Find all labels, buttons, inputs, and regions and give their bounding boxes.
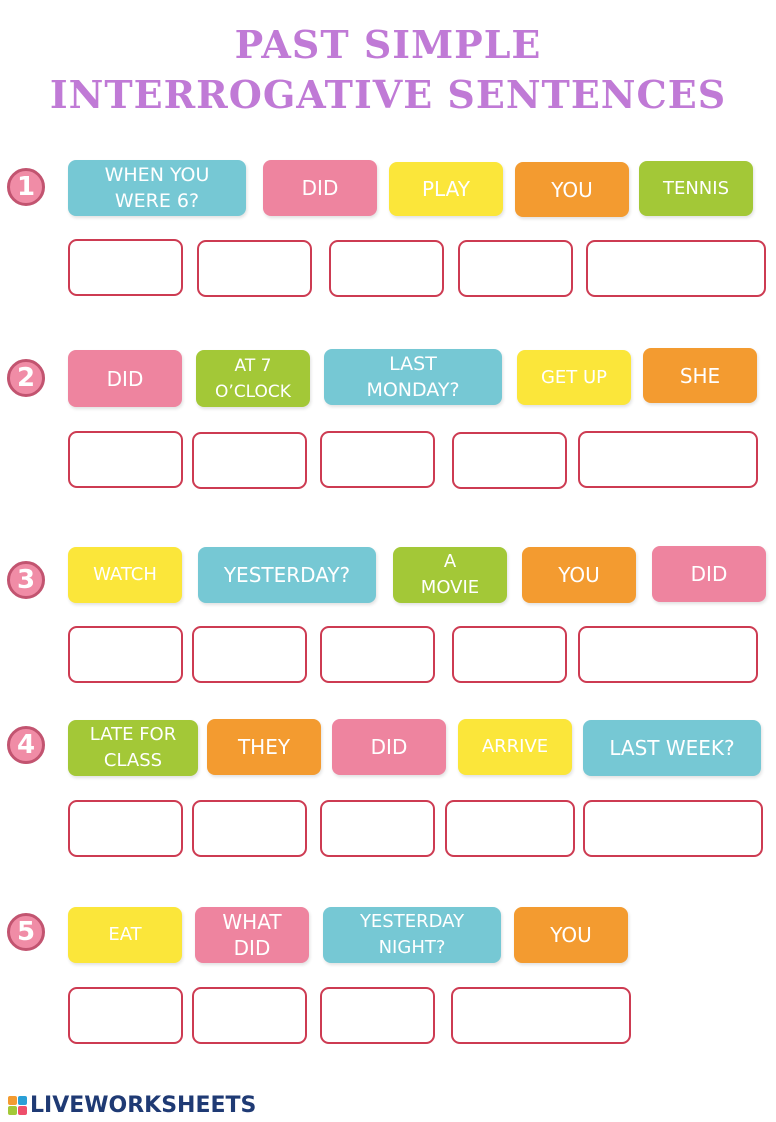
liveworksheets-brand[interactable]: LIVEWORKSHEETS [8, 1093, 256, 1118]
word-tile[interactable]: YOU [522, 547, 636, 603]
word-tile[interactable]: YOU [515, 162, 629, 217]
answer-drop-box[interactable] [583, 800, 763, 857]
answer-drop-box[interactable] [192, 987, 307, 1044]
answer-drop-box[interactable] [68, 800, 183, 857]
answer-drop-box[interactable] [68, 626, 183, 683]
answer-drop-box[interactable] [68, 431, 183, 488]
word-tile[interactable]: THEY [207, 719, 321, 775]
word-tile[interactable]: LAST MONDAY? [324, 349, 502, 405]
brand-name: LIVEWORKSHEETS [30, 1093, 257, 1118]
answer-drop-box[interactable] [320, 431, 435, 488]
answer-drop-box[interactable] [192, 800, 307, 857]
word-tile[interactable]: LAST WEEK? [583, 720, 761, 776]
word-tile[interactable]: WATCH [68, 547, 182, 603]
answer-drop-box[interactable] [329, 240, 444, 297]
answer-drop-box[interactable] [68, 239, 183, 296]
question-number-3: 3 [7, 561, 45, 599]
answer-drop-box[interactable] [452, 626, 567, 683]
word-tile[interactable]: WHAT DID [195, 907, 309, 963]
answer-drop-box[interactable] [445, 800, 575, 857]
word-tile[interactable]: A MOVIE [393, 547, 507, 603]
answer-drop-box[interactable] [320, 626, 435, 683]
title-line-1: PAST SIMPLE [234, 22, 542, 67]
question-number-2: 2 [7, 359, 45, 397]
question-number-4: 4 [7, 726, 45, 764]
word-tile[interactable]: DID [263, 160, 377, 216]
question-number-5: 5 [7, 913, 45, 951]
answer-drop-box[interactable] [578, 431, 758, 488]
word-tile[interactable]: LATE FOR CLASS [68, 720, 198, 776]
word-tile[interactable]: EAT [68, 907, 182, 963]
word-tile[interactable]: GET UP [517, 350, 631, 405]
word-tile[interactable]: DID [332, 719, 446, 775]
answer-drop-box[interactable] [197, 240, 312, 297]
answer-drop-box[interactable] [192, 432, 307, 489]
word-tile[interactable]: TENNIS [639, 161, 753, 216]
title-line-2: INTERROGATIVE SENTENCES [49, 72, 727, 117]
word-tile[interactable]: PLAY [389, 162, 503, 216]
word-tile[interactable]: DID [652, 546, 766, 602]
word-tile[interactable]: DID [68, 350, 182, 407]
answer-drop-box[interactable] [452, 432, 567, 489]
word-tile[interactable]: YOU [514, 907, 628, 963]
answer-drop-box[interactable] [192, 626, 307, 683]
answer-drop-box[interactable] [68, 987, 183, 1044]
answer-drop-box[interactable] [320, 987, 435, 1044]
answer-drop-box[interactable] [458, 240, 573, 297]
question-number-1: 1 [7, 168, 45, 206]
word-tile[interactable]: YESTERDAY? [198, 547, 376, 603]
word-tile[interactable]: WHEN YOU WERE 6? [68, 160, 246, 216]
word-tile[interactable]: YESTERDAY NIGHT? [323, 907, 501, 963]
answer-drop-box[interactable] [586, 240, 766, 297]
word-tile[interactable]: AT 7 O’CLOCK [196, 350, 310, 407]
answer-drop-box[interactable] [320, 800, 435, 857]
word-tile[interactable]: ARRIVE [458, 719, 572, 775]
word-tile[interactable]: SHE [643, 348, 757, 403]
liveworksheets-logo-icon [8, 1096, 27, 1115]
answer-drop-box[interactable] [578, 626, 758, 683]
answer-drop-box[interactable] [451, 987, 631, 1044]
